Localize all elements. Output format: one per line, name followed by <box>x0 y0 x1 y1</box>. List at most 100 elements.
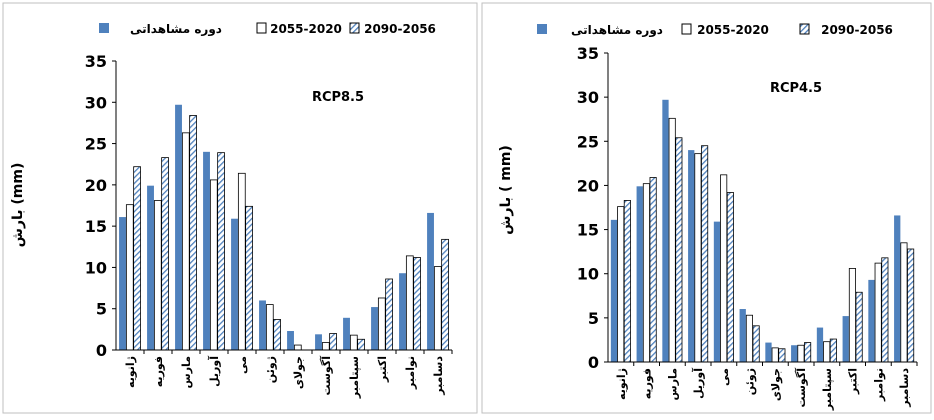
bar-period1 <box>377 297 386 351</box>
bar-observed <box>636 186 643 362</box>
y-tick-label: 20 <box>577 176 599 195</box>
y-tick-label: 10 <box>577 265 599 284</box>
y-ticks: 0 5 10 15 20 25 30 35 <box>85 52 116 360</box>
y-tick-label: 5 <box>588 309 599 328</box>
y-tick-label: 20 <box>85 176 107 195</box>
bar-period2 <box>855 291 863 363</box>
bar-period2 <box>245 205 253 351</box>
y-tick-label: 30 <box>577 88 599 107</box>
bar-period1 <box>694 153 702 363</box>
bar-period2 <box>273 319 281 351</box>
x-tick-label: آگوست <box>319 356 333 396</box>
bar-period1 <box>405 255 414 351</box>
legend-label-period1: 2055-2020 <box>697 23 769 37</box>
x-tick-label: نوامبر <box>872 368 885 402</box>
x-tick-label: ژوئن <box>744 368 757 395</box>
x-tick-label: فوریه <box>152 356 165 387</box>
legend: دوره مشاهداتی 2055-2020 2090-2056 <box>99 22 436 37</box>
legend-label-period2: 2090-2056 <box>821 23 893 37</box>
x-tick-label: دسامبر <box>432 356 445 396</box>
bar-period1 <box>797 344 805 363</box>
bar-period2 <box>161 157 169 351</box>
bar-period1 <box>874 262 882 363</box>
y-ticks: 0 5 10 15 20 25 30 35 <box>577 44 608 372</box>
chart-title: RCP4.5 <box>770 81 822 96</box>
bar-period2 <box>413 257 421 351</box>
bar-period2 <box>357 338 365 351</box>
bar-period1 <box>642 183 650 363</box>
bar-observed <box>175 104 182 350</box>
x-tick-label: می <box>236 356 249 374</box>
bar-observed <box>287 331 294 350</box>
bar-observed <box>688 150 695 362</box>
bar-period2 <box>881 257 889 363</box>
y-tick-label: 15 <box>577 221 599 240</box>
bar-observed <box>816 327 824 362</box>
bar-period2 <box>441 238 449 351</box>
x-tick-label: آگوست <box>794 368 808 408</box>
legend-swatch-observed <box>99 23 109 33</box>
y-tick-label: 5 <box>96 300 107 319</box>
bar-period2 <box>329 333 337 351</box>
y-tick-label: 25 <box>85 135 107 154</box>
x-tick-label: ژوئن <box>264 356 277 383</box>
bar-period1 <box>668 117 676 363</box>
bar-observed <box>765 342 772 362</box>
x-tick-labels: ژانویه فوریه مارس آوریل می ژوئن جولای آگوست سپتا… <box>615 368 911 411</box>
legend-label-observed: دوره مشاهداتی <box>130 22 222 37</box>
legend-swatch-observed <box>537 24 547 34</box>
bar-period1 <box>125 204 134 351</box>
x-tick-label: فوریه <box>641 368 654 399</box>
bar-observed <box>343 317 350 350</box>
y-axis-label: بارش (mm) <box>10 163 26 248</box>
x-tick-label: آوریل <box>691 368 705 399</box>
bars <box>119 104 453 354</box>
bar-period2 <box>649 177 657 363</box>
bar-observed <box>399 273 406 350</box>
legend-swatch-period1 <box>256 22 267 34</box>
bar-period2 <box>675 137 683 363</box>
y-tick-label: 0 <box>96 341 107 360</box>
bar-period2 <box>133 166 141 351</box>
bar-period1 <box>293 344 302 351</box>
bar-period1 <box>823 341 831 363</box>
panel-rcp45: دوره مشاهداتی 2055-2020 2090-2056 RCP4.5… <box>481 2 932 414</box>
bar-period1 <box>209 179 218 351</box>
bar-period1 <box>745 314 753 363</box>
legend-label-observed: دوره مشاهداتی <box>571 23 663 38</box>
y-tick-label: 15 <box>85 217 107 236</box>
legend-swatch-period2 <box>349 22 360 34</box>
bar-period2 <box>385 278 393 351</box>
x-tick-label: نوامبر <box>404 356 417 390</box>
x-tick-label: ژانویه <box>124 356 137 388</box>
bar-observed <box>713 221 721 362</box>
bar-period1 <box>617 206 625 363</box>
bar-period1 <box>237 172 246 351</box>
y-tick-label: 35 <box>85 52 107 71</box>
chart-title: RCP8.5 <box>312 90 364 105</box>
y-tick-label: 10 <box>85 258 107 277</box>
x-tick-label: دسامبر <box>898 368 911 408</box>
bar-period1 <box>771 347 779 363</box>
x-tick-label: ژانویه <box>615 368 628 400</box>
x-tick-label: اکتبر <box>376 356 389 383</box>
legend-swatch-period1 <box>681 23 692 35</box>
bar-observed <box>791 345 798 362</box>
legend-label-period2: 2090-2056 <box>364 22 436 36</box>
x-tick-label: سپتامبر <box>348 356 361 399</box>
bar-period1 <box>720 174 728 363</box>
bar-observed <box>231 218 238 350</box>
x-tick-label: می <box>718 368 731 386</box>
bar-period1 <box>848 268 856 363</box>
legend-label-period1: 2055-2020 <box>270 22 342 36</box>
y-tick-label: 25 <box>577 132 599 151</box>
bar-period2 <box>623 200 631 363</box>
x-tick-label: مارس <box>666 368 679 400</box>
x-tick-label: جولای <box>769 368 782 401</box>
x-tick-label: آوریل <box>207 356 221 387</box>
legend-swatch-period2 <box>799 23 810 35</box>
bar-observed <box>371 307 378 350</box>
bar-observed <box>868 279 875 362</box>
